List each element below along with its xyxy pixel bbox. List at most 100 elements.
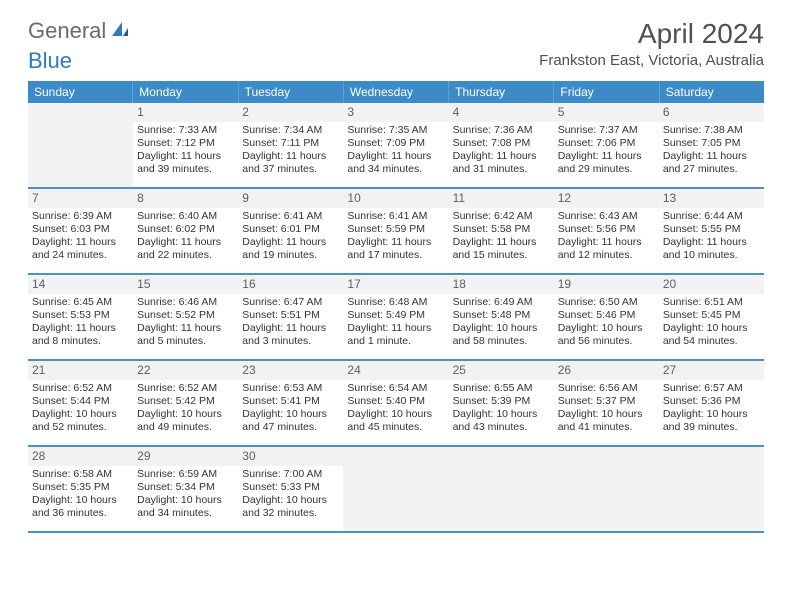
- day-number: 22: [133, 361, 238, 380]
- weekday-header: Sunday Monday Tuesday Wednesday Thursday…: [28, 81, 764, 103]
- daylight2-text: and 47 minutes.: [242, 421, 339, 434]
- daylight2-text: and 22 minutes.: [137, 249, 234, 262]
- sunrise-text: Sunrise: 6:40 AM: [137, 210, 234, 223]
- calendar: Sunday Monday Tuesday Wednesday Thursday…: [28, 81, 764, 533]
- day-cell: 29Sunrise: 6:59 AMSunset: 5:34 PMDayligh…: [133, 447, 238, 531]
- sunset-text: Sunset: 5:39 PM: [453, 395, 550, 408]
- day-cell: 14Sunrise: 6:45 AMSunset: 5:53 PMDayligh…: [28, 275, 133, 359]
- daylight2-text: and 29 minutes.: [558, 163, 655, 176]
- day-cell: 23Sunrise: 6:53 AMSunset: 5:41 PMDayligh…: [238, 361, 343, 445]
- day-number: 24: [343, 361, 448, 380]
- sunrise-text: Sunrise: 6:47 AM: [242, 296, 339, 309]
- sunrise-text: Sunrise: 6:51 AM: [663, 296, 760, 309]
- sunrise-text: Sunrise: 6:50 AM: [558, 296, 655, 309]
- daylight1-text: Daylight: 11 hours: [137, 322, 234, 335]
- sunrise-text: Sunrise: 7:35 AM: [347, 124, 444, 137]
- sunrise-text: Sunrise: 7:33 AM: [137, 124, 234, 137]
- sunrise-text: Sunrise: 6:43 AM: [558, 210, 655, 223]
- sunset-text: Sunset: 6:01 PM: [242, 223, 339, 236]
- day-number: 28: [28, 447, 133, 466]
- daylight1-text: Daylight: 10 hours: [347, 408, 444, 421]
- daylight1-text: Daylight: 11 hours: [242, 150, 339, 163]
- day-cell: 22Sunrise: 6:52 AMSunset: 5:42 PMDayligh…: [133, 361, 238, 445]
- daylight1-text: Daylight: 11 hours: [558, 236, 655, 249]
- daylight2-text: and 39 minutes.: [137, 163, 234, 176]
- daylight1-text: Daylight: 10 hours: [242, 408, 339, 421]
- day-number: 25: [449, 361, 554, 380]
- sunset-text: Sunset: 7:12 PM: [137, 137, 234, 150]
- sunrise-text: Sunrise: 7:00 AM: [242, 468, 339, 481]
- daylight2-text: and 32 minutes.: [242, 507, 339, 520]
- daylight2-text: and 17 minutes.: [347, 249, 444, 262]
- sunset-text: Sunset: 5:48 PM: [453, 309, 550, 322]
- sunset-text: Sunset: 5:42 PM: [137, 395, 234, 408]
- day-number: 20: [659, 275, 764, 294]
- day-number: 16: [238, 275, 343, 294]
- day-cell: 27Sunrise: 6:57 AMSunset: 5:36 PMDayligh…: [659, 361, 764, 445]
- sunrise-text: Sunrise: 7:36 AM: [453, 124, 550, 137]
- day-cell: 26Sunrise: 6:56 AMSunset: 5:37 PMDayligh…: [554, 361, 659, 445]
- daylight1-text: Daylight: 11 hours: [453, 150, 550, 163]
- sunset-text: Sunset: 7:06 PM: [558, 137, 655, 150]
- sunset-text: Sunset: 6:02 PM: [137, 223, 234, 236]
- weekday-sunday: Sunday: [28, 81, 133, 103]
- weekday-monday: Monday: [133, 81, 238, 103]
- daylight2-text: and 27 minutes.: [663, 163, 760, 176]
- day-number: 21: [28, 361, 133, 380]
- day-cell: 1Sunrise: 7:33 AMSunset: 7:12 PMDaylight…: [133, 103, 238, 187]
- weekday-saturday: Saturday: [660, 81, 764, 103]
- daylight2-text: and 34 minutes.: [137, 507, 234, 520]
- day-cell: 16 Sunrise: 6:47 AMSunset: 5:51 PMDayligh…: [238, 275, 343, 359]
- daylight1-text: Daylight: 11 hours: [242, 236, 339, 249]
- day-number: 6: [659, 103, 764, 122]
- daylight1-text: Daylight: 10 hours: [32, 494, 129, 507]
- day-cell: 17Sunrise: 6:48 AMSunset: 5:49 PMDayligh…: [343, 275, 448, 359]
- sunrise-text: Sunrise: 7:37 AM: [558, 124, 655, 137]
- week-row: 1Sunrise: 7:33 AMSunset: 7:12 PMDaylight…: [28, 103, 764, 189]
- daylight1-text: Daylight: 11 hours: [32, 236, 129, 249]
- month-title: April 2024: [539, 18, 764, 50]
- daylight2-text: and 3 minutes.: [242, 335, 339, 348]
- daylight1-text: Daylight: 10 hours: [558, 408, 655, 421]
- daylight2-text: and 56 minutes.: [558, 335, 655, 348]
- day-number: 23: [238, 361, 343, 380]
- day-cell: 15Sunrise: 6:46 AMSunset: 5:52 PMDayligh…: [133, 275, 238, 359]
- daylight1-text: Daylight: 10 hours: [663, 322, 760, 335]
- day-cell: 25Sunrise: 6:55 AMSunset: 5:39 PMDayligh…: [449, 361, 554, 445]
- day-number: 5: [554, 103, 659, 122]
- empty-cell: [449, 447, 554, 531]
- daylight1-text: Daylight: 10 hours: [453, 322, 550, 335]
- sunrise-text: Sunrise: 6:59 AM: [137, 468, 234, 481]
- empty-cell: [554, 447, 659, 531]
- daylight2-text: and 15 minutes.: [453, 249, 550, 262]
- daylight2-text: and 24 minutes.: [32, 249, 129, 262]
- day-number: 10: [343, 189, 448, 208]
- sunset-text: Sunset: 5:46 PM: [558, 309, 655, 322]
- sunrise-text: Sunrise: 6:49 AM: [453, 296, 550, 309]
- daylight2-text: and 49 minutes.: [137, 421, 234, 434]
- sunset-text: Sunset: 5:55 PM: [663, 223, 760, 236]
- day-number: 2: [238, 103, 343, 122]
- daylight1-text: Daylight: 11 hours: [242, 322, 339, 335]
- day-number: 29: [133, 447, 238, 466]
- day-cell: 18Sunrise: 6:49 AMSunset: 5:48 PMDayligh…: [449, 275, 554, 359]
- daylight1-text: Daylight: 10 hours: [32, 408, 129, 421]
- sunset-text: Sunset: 5:35 PM: [32, 481, 129, 494]
- sunrise-text: Sunrise: 7:38 AM: [663, 124, 760, 137]
- week-row: 28Sunrise: 6:58 AMSunset: 5:35 PMDayligh…: [28, 447, 764, 533]
- daylight2-text: and 12 minutes.: [558, 249, 655, 262]
- sunset-text: Sunset: 5:51 PM: [242, 309, 339, 322]
- sunset-text: Sunset: 5:41 PM: [242, 395, 339, 408]
- sunrise-text: Sunrise: 6:52 AM: [32, 382, 129, 395]
- sunset-text: Sunset: 5:59 PM: [347, 223, 444, 236]
- day-cell: 8Sunrise: 6:40 AMSunset: 6:02 PMDaylight…: [133, 189, 238, 273]
- day-number: 26: [554, 361, 659, 380]
- daylight2-text: and 8 minutes.: [32, 335, 129, 348]
- sunrise-text: Sunrise: 6:46 AM: [137, 296, 234, 309]
- daylight1-text: Daylight: 10 hours: [137, 494, 234, 507]
- day-number: 3: [343, 103, 448, 122]
- day-cell: 10Sunrise: 6:41 AMSunset: 5:59 PMDayligh…: [343, 189, 448, 273]
- sunset-text: Sunset: 5:44 PM: [32, 395, 129, 408]
- daylight1-text: Daylight: 11 hours: [558, 150, 655, 163]
- day-cell: 12Sunrise: 6:43 AMSunset: 5:56 PMDayligh…: [554, 189, 659, 273]
